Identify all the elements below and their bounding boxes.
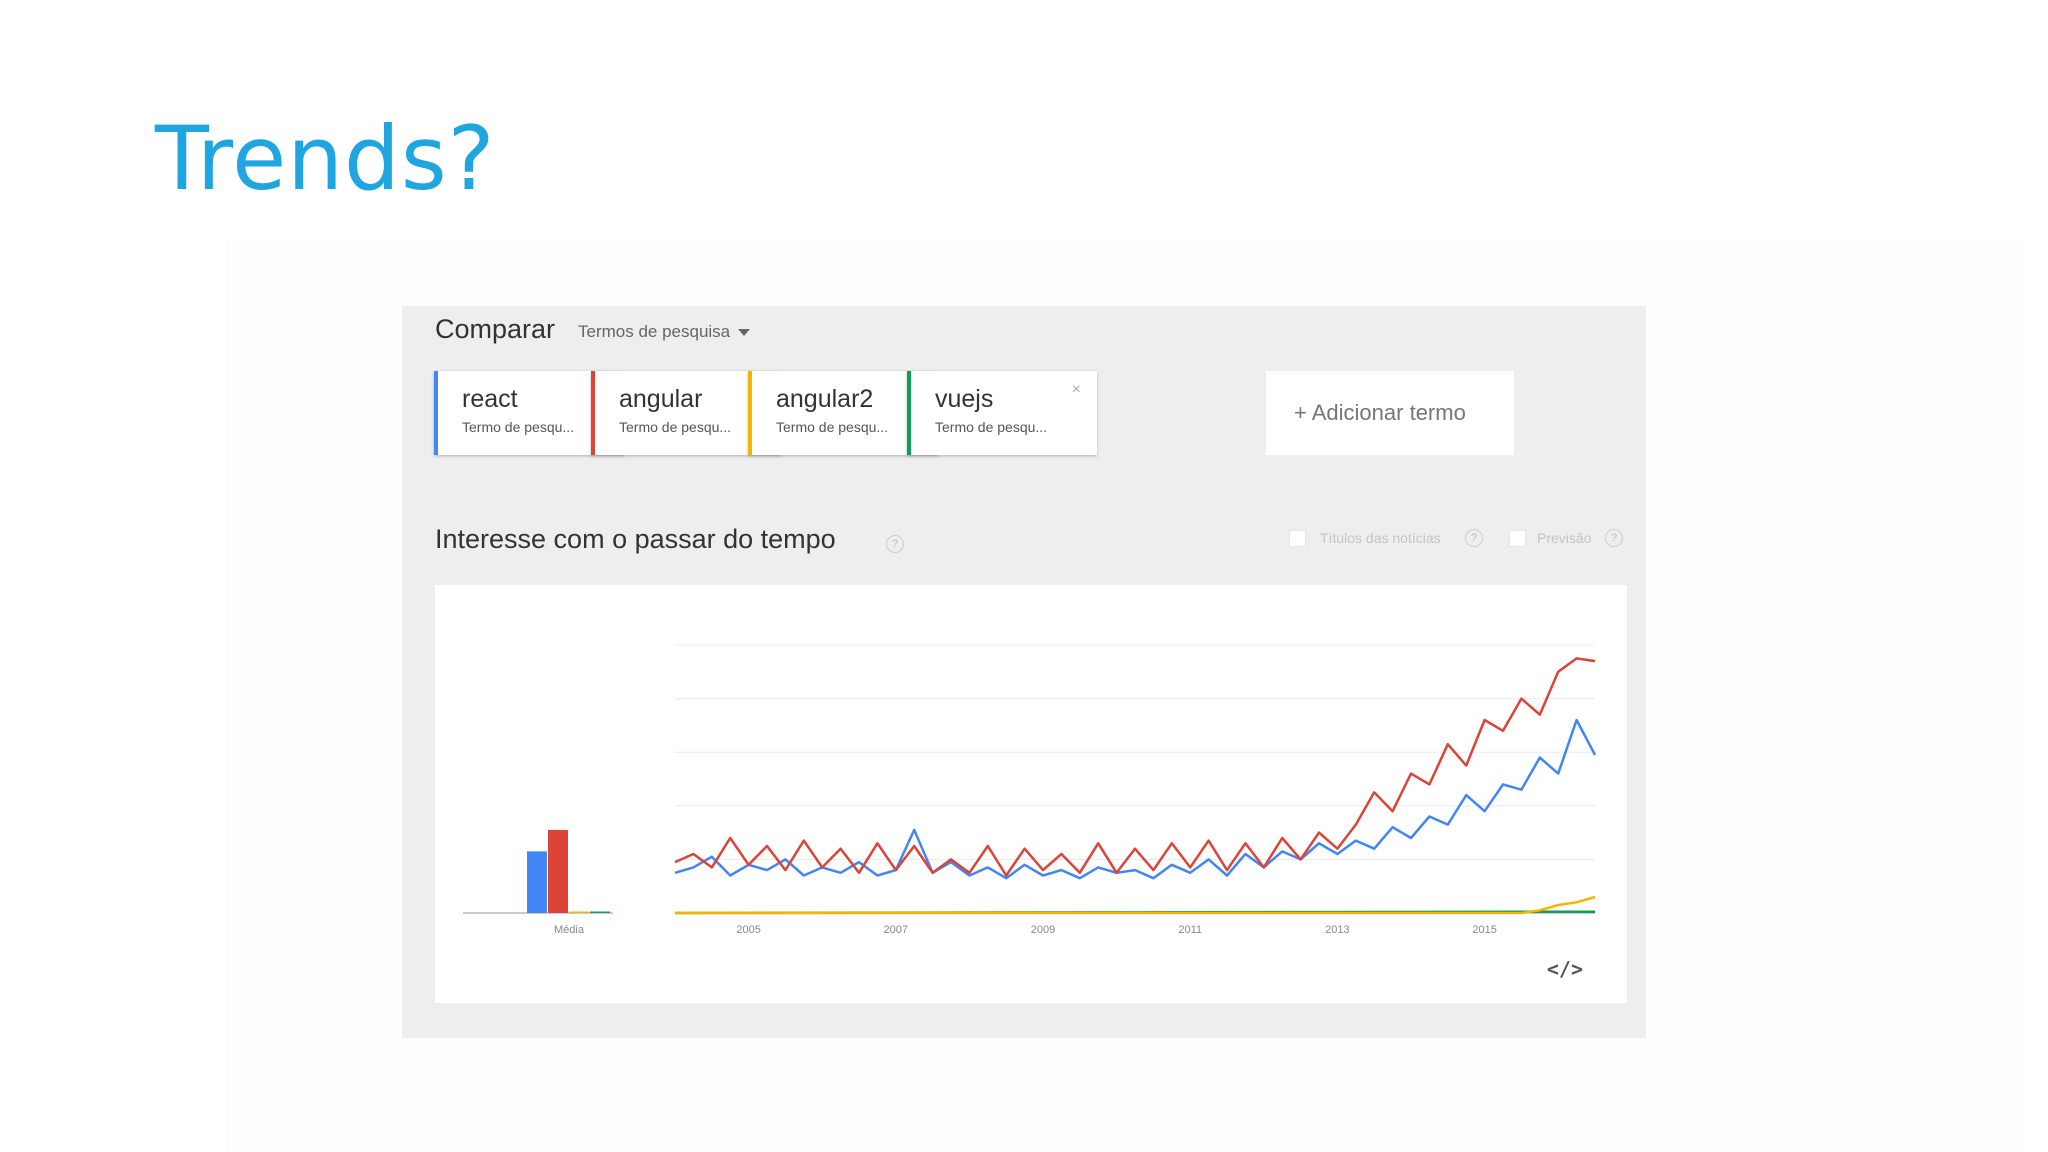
average-bar-react	[527, 851, 547, 913]
add-term-button[interactable]: + Adicionar termo	[1266, 371, 1514, 455]
compare-type-dropdown[interactable]: Termos de pesquisa	[578, 322, 751, 342]
average-bar-angular2	[569, 911, 589, 913]
interest-chart: Média 2005 2007 2009 2011 2013 2015 </>	[435, 585, 1627, 1003]
term-type: Termo de pesqu...	[776, 419, 889, 435]
x-tick-label: 2015	[1472, 924, 1496, 936]
series-line-react	[674, 718, 1597, 880]
average-bar-vuejs	[590, 911, 610, 913]
term-card-vuejs[interactable]: vuejs Termo de pesqu... ×	[907, 371, 1097, 455]
help-icon[interactable]: ?	[1465, 529, 1483, 547]
close-icon[interactable]: ×	[1071, 381, 1081, 398]
x-tick-label: 2013	[1325, 924, 1349, 936]
term-name: angular	[619, 385, 703, 413]
term-name: vuejs	[935, 385, 994, 413]
average-bar-angular	[548, 829, 568, 913]
help-icon[interactable]: ?	[886, 535, 904, 553]
news-headlines-label: Títulos das notícias	[1320, 530, 1441, 546]
term-card-angular2[interactable]: angular2 Termo de pesqu...	[748, 371, 938, 455]
x-tick-label: 2009	[1031, 924, 1055, 936]
embed-code-icon[interactable]: </>	[1546, 957, 1583, 981]
series-line-angular	[674, 657, 1596, 877]
term-type: Termo de pesqu...	[935, 419, 1048, 435]
x-tick-label: 2005	[736, 924, 760, 936]
interest-title: Interesse com o passar do tempo	[435, 524, 836, 554]
x-tick-label: 2007	[884, 924, 908, 936]
term-name: angular2	[776, 385, 874, 413]
average-label: Média	[554, 924, 585, 936]
term-type: Termo de pesqu...	[619, 419, 732, 435]
chevron-down-icon	[738, 329, 751, 337]
help-icon[interactable]: ?	[1605, 529, 1623, 547]
term-type: Termo de pesqu...	[462, 419, 575, 435]
forecast-checkbox[interactable]	[1509, 530, 1526, 547]
trends-panel: Comparar Termos de pesquisa react Termo …	[402, 306, 1646, 1038]
compare-type-label: Termos de pesquisa	[578, 322, 731, 341]
series-line-angular2	[675, 895, 1596, 915]
chart-svg: Média 2005 2007 2009 2011 2013 2015	[463, 644, 1597, 936]
news-headlines-checkbox[interactable]	[1289, 530, 1306, 547]
term-name: react	[462, 385, 518, 413]
x-tick-label: 2011	[1178, 924, 1202, 936]
slide-title: Trends?	[155, 107, 496, 210]
compare-title: Comparar	[435, 314, 556, 344]
forecast-label: Previsão	[1537, 530, 1592, 546]
